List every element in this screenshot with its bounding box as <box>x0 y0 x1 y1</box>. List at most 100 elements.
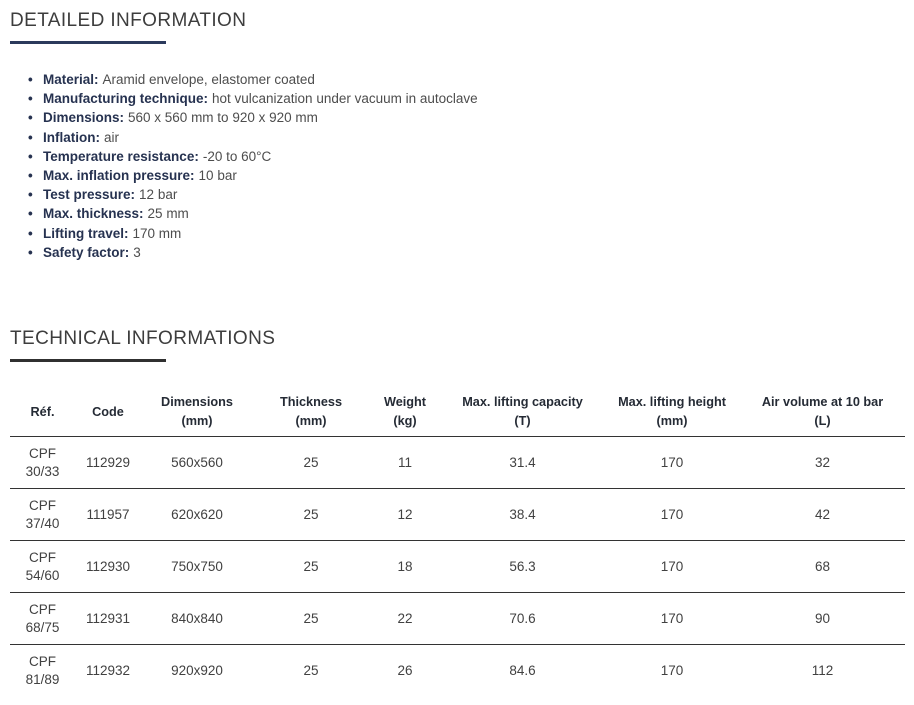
ref-line2: 37/40 <box>25 515 60 531</box>
col-header-dimensions: Dimensions (mm) <box>141 388 253 438</box>
ref-line2: 81/89 <box>25 671 60 687</box>
spec-label: Test pressure: <box>43 187 136 203</box>
cell-weight: 26 <box>397 662 413 678</box>
col-header-line1: Dimensions <box>161 395 233 410</box>
cell-thickness: 25 <box>253 540 369 594</box>
spec-value: hot vulcanization under vacuum in autocl… <box>212 91 478 107</box>
spec-label: Max. inflation pressure: <box>43 168 195 184</box>
cell-ref: CPF 54/60 <box>10 540 75 594</box>
table-row: CPF 54/60 112930 750x750 25 18 56.3 170 6… <box>10 540 905 594</box>
spec-label: Lifting travel: <box>43 225 129 241</box>
detailed-title-underline <box>10 41 166 44</box>
table-header: Réf. Code Dimensions (mm) Thickness (mm) W… <box>10 388 905 438</box>
cell-code: 112929 <box>75 436 141 490</box>
spec-item-inflation: Inflation:air <box>28 128 905 147</box>
spec-label: Dimensions: <box>43 110 125 126</box>
spec-item-manufacturing-technique: Manufacturing technique:hot vulcanizatio… <box>28 89 905 108</box>
cell-code: 111957 <box>75 488 141 542</box>
cell-volume: 68 <box>740 540 905 594</box>
ref-line2: 68/75 <box>25 619 60 635</box>
cell-weight: 12 <box>369 488 441 542</box>
cell-dimensions: 920x920 <box>171 662 223 678</box>
ref-line1: CPF <box>29 549 56 565</box>
col-header-max-lifting-height: Max. lifting height (mm) <box>604 388 740 438</box>
table-row: CPF 68/75 112931 840x840 25 22 70.6 170 9… <box>10 592 905 646</box>
cell-dimensions: 750x750 <box>141 540 253 594</box>
col-header-max-lifting-capacity: Max. lifting capacity (T) <box>441 388 604 438</box>
cell-height: 170 <box>604 488 740 542</box>
cell-thickness: 25 <box>253 436 369 490</box>
spec-value: -20 to 60°C <box>202 148 272 164</box>
cell-height: 170 <box>604 436 740 490</box>
spec-value: 25 mm <box>147 206 189 222</box>
cell-volume: 42 <box>740 488 905 542</box>
cell-height: 170 <box>604 540 740 594</box>
cell-thickness: 25 <box>253 592 369 646</box>
col-header-line2: (T) <box>514 414 531 429</box>
spec-label: Manufacturing technique: <box>43 91 208 107</box>
table-row: CPF 81/89 112932 920x920 25 26 84.6 170 1… <box>10 645 905 697</box>
spec-value: Aramid envelope, elastomer coated <box>102 72 315 87</box>
spec-label: Temperature resistance: <box>43 148 199 164</box>
col-header-line1: Thickness <box>279 395 343 410</box>
col-header-thickness: Thickness (mm) <box>253 388 369 438</box>
spec-item-max-inflation-pressure: Max. inflation pressure:10 bar <box>28 166 905 185</box>
spec-label: Safety factor: <box>43 244 130 260</box>
col-header-line1: Max. lifting height <box>618 395 726 410</box>
cell-weight: 22 <box>369 592 441 646</box>
spec-label: Inflation: <box>43 129 100 145</box>
spec-item-material: Material:Aramid envelope, elastomer coat… <box>28 70 905 89</box>
cell-capacity: 31.4 <box>441 436 604 490</box>
cell-code: 112930 <box>75 540 141 594</box>
spec-list: Material:Aramid envelope, elastomer coat… <box>10 70 905 262</box>
cell-dimensions: 560x560 <box>141 436 253 490</box>
spec-item-max-thickness: Max. thickness:25 mm <box>28 204 905 223</box>
col-header-line1: Weight <box>383 395 427 410</box>
cell-height: 170 <box>604 592 740 646</box>
spec-value: 170 mm <box>132 225 182 241</box>
col-header-ref: Réf. <box>10 388 75 438</box>
spec-item-lifting-travel: Lifting travel:170 mm <box>28 224 905 243</box>
col-header-air-volume: Air volume at 10 bar (L) <box>740 388 905 438</box>
table-row: CPF 37/40 111957 620x620 25 12 38.4 170 4… <box>10 488 905 542</box>
spec-label: Material: <box>43 72 99 87</box>
ref-line2: 54/60 <box>25 567 60 583</box>
table-row: CPF 30/33 112929 560x560 25 11 31.4 170 3… <box>10 436 905 490</box>
spec-value: 3 <box>133 244 141 260</box>
cell-thickness: 25 <box>303 662 319 678</box>
col-header-line2: (kg) <box>393 414 417 429</box>
ref-line1: CPF <box>29 445 56 461</box>
cell-volume: 112 <box>811 662 834 678</box>
spec-item-safety-factor: Safety factor:3 <box>28 243 905 262</box>
spec-label: Max. thickness: <box>43 206 144 222</box>
cell-volume: 32 <box>740 436 905 490</box>
cell-weight: 11 <box>369 436 441 490</box>
cell-volume: 90 <box>740 592 905 646</box>
spec-value: 560 x 560 mm to 920 x 920 mm <box>128 110 318 126</box>
spec-item-temperature-resistance: Temperature resistance:-20 to 60°C <box>28 147 905 166</box>
col-header-line2: (mm) <box>181 414 213 429</box>
table-header-row: Réf. Code Dimensions (mm) Thickness (mm) W… <box>10 388 905 438</box>
cell-thickness: 25 <box>253 488 369 542</box>
col-header-weight: Weight (kg) <box>369 388 441 438</box>
cell-height: 170 <box>660 662 684 678</box>
spec-value: air <box>104 129 120 145</box>
cell-weight: 18 <box>369 540 441 594</box>
spec-value: 12 bar <box>139 187 178 203</box>
col-header-line1: Air volume at 10 bar <box>761 395 884 410</box>
cell-ref: CPF 37/40 <box>10 488 75 542</box>
technical-title-underline <box>10 359 166 363</box>
section-title-technical: TECHNICAL INFORMATIONS <box>10 328 276 350</box>
col-header-line1: Max. lifting capacity <box>462 395 583 410</box>
cell-ref: CPF 30/33 <box>10 436 75 490</box>
cell-capacity: 70.6 <box>441 592 604 646</box>
cell-code: 112932 <box>85 662 131 678</box>
col-header-line2: (mm) <box>656 414 688 429</box>
table-body: CPF 30/33 112929 560x560 25 11 31.4 170 3… <box>10 436 905 697</box>
cell-ref: CPF 81/89 <box>10 645 75 697</box>
col-header-code: Code <box>75 388 141 438</box>
cell-capacity: 38.4 <box>441 488 604 542</box>
ref-line1: CPF <box>29 653 56 669</box>
ref-line1: CPF <box>29 497 56 513</box>
